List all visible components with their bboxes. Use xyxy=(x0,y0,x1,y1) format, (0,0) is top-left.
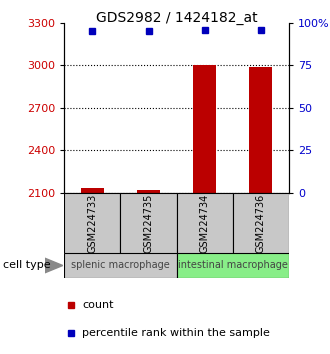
Text: GSM224733: GSM224733 xyxy=(87,193,97,253)
Text: count: count xyxy=(82,299,114,310)
Bar xyxy=(64,193,120,253)
Bar xyxy=(64,253,177,278)
Text: GSM224735: GSM224735 xyxy=(144,193,153,253)
Bar xyxy=(137,190,160,193)
Bar xyxy=(233,193,289,253)
Bar xyxy=(120,193,177,253)
Bar xyxy=(177,193,233,253)
Text: GSM224736: GSM224736 xyxy=(256,193,266,253)
Bar xyxy=(193,65,216,193)
Text: percentile rank within the sample: percentile rank within the sample xyxy=(82,327,270,338)
Bar xyxy=(177,253,289,278)
Text: splenic macrophage: splenic macrophage xyxy=(71,261,170,270)
Text: GDS2982 / 1424182_at: GDS2982 / 1424182_at xyxy=(96,11,257,25)
Text: cell type: cell type xyxy=(3,261,51,270)
Text: intestinal macrophage: intestinal macrophage xyxy=(178,261,287,270)
Bar xyxy=(81,188,104,193)
Polygon shape xyxy=(45,258,63,273)
Text: GSM224734: GSM224734 xyxy=(200,193,210,253)
Bar xyxy=(249,67,272,193)
